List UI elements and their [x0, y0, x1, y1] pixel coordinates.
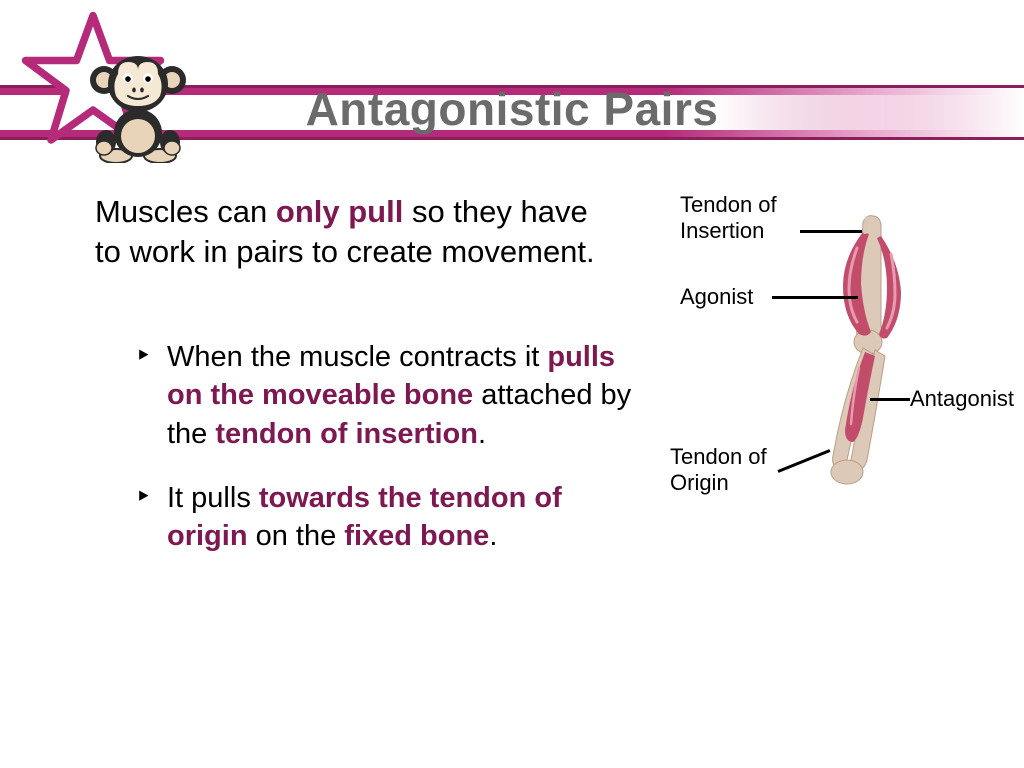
- bullet-text: .: [478, 418, 486, 450]
- leader-line: [870, 398, 910, 401]
- bullet-text: .: [489, 520, 497, 552]
- intro-bold-1: only pull: [276, 194, 403, 229]
- intro-paragraph: Muscles can only pull so they have to wo…: [95, 192, 595, 271]
- list-item: It pulls towards the tendon of origin on…: [135, 479, 635, 556]
- arm-diagram: Tendon of Insertion Agonist Antagonist T…: [650, 188, 1010, 518]
- header: Antagonistic Pairs: [0, 0, 1024, 175]
- intro-text-1: Muscles can: [95, 194, 276, 229]
- monkey-mascot-icon: [88, 48, 188, 163]
- diagram-label-tendon-origin: Tendon of Origin: [670, 444, 780, 497]
- leader-line: [800, 230, 862, 233]
- bullet-text: It pulls: [167, 482, 259, 514]
- leader-line: [772, 296, 858, 299]
- arm-muscle-icon: [815, 208, 955, 488]
- bullet-text: on the: [248, 520, 345, 552]
- diagram-label-agonist: Agonist: [680, 284, 753, 310]
- bullet-list: When the muscle contracts it pulls on th…: [135, 338, 635, 581]
- diagram-label-antagonist: Antagonist: [910, 386, 1014, 412]
- bullet-bold: fixed bone: [344, 520, 489, 552]
- bullet-text: When the muscle contracts it: [167, 341, 547, 373]
- diagram-label-tendon-insertion: Tendon of Insertion: [680, 192, 800, 245]
- list-item: When the muscle contracts it pulls on th…: [135, 338, 635, 453]
- bullet-bold: tendon of insertion: [215, 418, 478, 450]
